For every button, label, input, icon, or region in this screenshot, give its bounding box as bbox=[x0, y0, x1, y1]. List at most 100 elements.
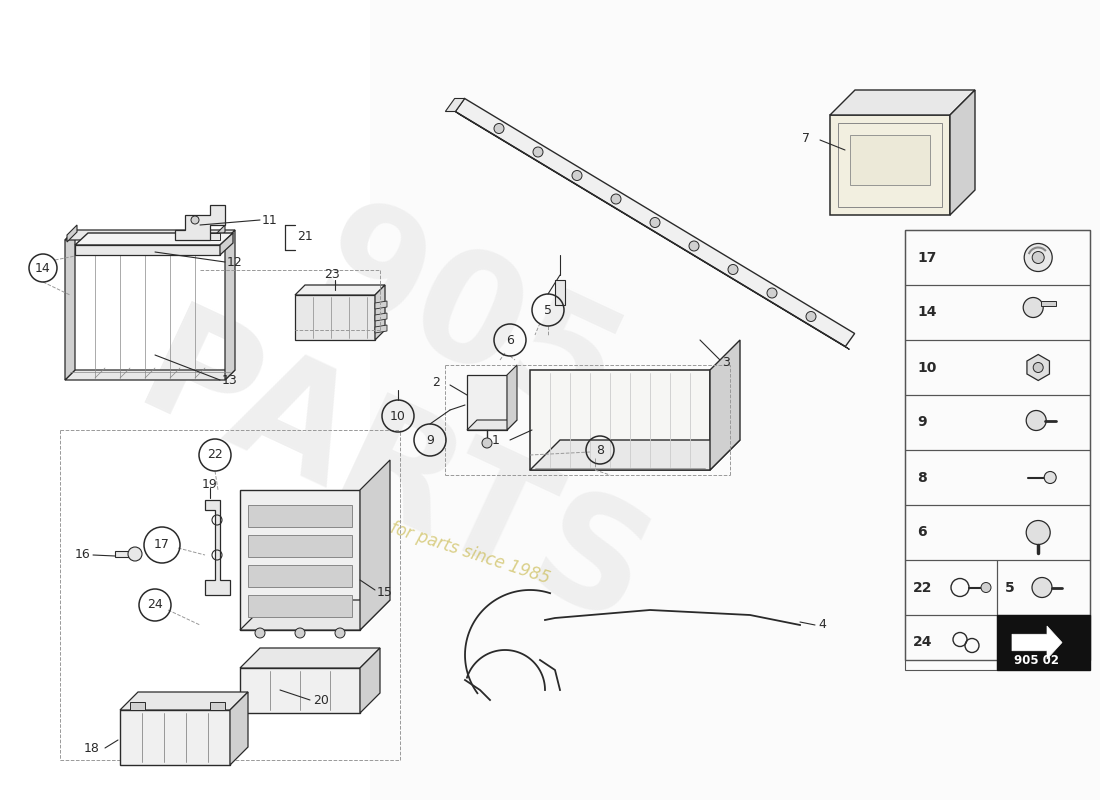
Text: a passion for parts since 1985: a passion for parts since 1985 bbox=[308, 493, 552, 587]
Polygon shape bbox=[214, 225, 225, 242]
Bar bbox=[997, 615, 1090, 670]
Circle shape bbox=[336, 628, 345, 638]
Text: 5: 5 bbox=[1005, 581, 1014, 594]
Text: 24: 24 bbox=[913, 635, 933, 650]
Circle shape bbox=[689, 241, 698, 251]
Bar bbox=[905, 285, 1090, 340]
Text: 7: 7 bbox=[802, 131, 810, 145]
Text: 905 02: 905 02 bbox=[1014, 654, 1059, 666]
Circle shape bbox=[572, 170, 582, 181]
Polygon shape bbox=[295, 285, 385, 295]
Polygon shape bbox=[240, 668, 360, 713]
Polygon shape bbox=[65, 230, 75, 380]
Text: 9: 9 bbox=[426, 434, 433, 446]
Circle shape bbox=[1026, 521, 1050, 545]
Polygon shape bbox=[130, 702, 145, 710]
Polygon shape bbox=[116, 551, 135, 557]
Circle shape bbox=[1032, 251, 1044, 263]
Circle shape bbox=[1026, 410, 1046, 430]
Polygon shape bbox=[830, 90, 975, 115]
Polygon shape bbox=[455, 111, 849, 350]
Text: 13: 13 bbox=[222, 374, 238, 386]
Text: 1: 1 bbox=[492, 434, 500, 446]
Bar bbox=[905, 340, 1090, 395]
Polygon shape bbox=[1027, 354, 1049, 381]
Bar bbox=[248, 565, 352, 587]
Circle shape bbox=[1023, 298, 1043, 318]
Polygon shape bbox=[530, 440, 740, 470]
Circle shape bbox=[534, 147, 543, 157]
Bar bbox=[997, 560, 1090, 615]
Polygon shape bbox=[375, 325, 387, 333]
Text: 905
PARTS: 905 PARTS bbox=[117, 140, 744, 660]
Polygon shape bbox=[226, 230, 235, 380]
Circle shape bbox=[610, 194, 621, 204]
Circle shape bbox=[767, 288, 777, 298]
Polygon shape bbox=[210, 702, 225, 710]
Polygon shape bbox=[710, 340, 740, 470]
Text: 3: 3 bbox=[722, 355, 730, 369]
Polygon shape bbox=[240, 648, 380, 668]
Bar bbox=[248, 505, 352, 527]
Polygon shape bbox=[1042, 301, 1056, 306]
Polygon shape bbox=[240, 600, 390, 630]
Circle shape bbox=[128, 547, 142, 561]
Bar bbox=[905, 230, 1090, 285]
Text: 8: 8 bbox=[596, 443, 604, 457]
Text: 22: 22 bbox=[207, 449, 223, 462]
Text: 22: 22 bbox=[913, 581, 933, 594]
Polygon shape bbox=[295, 295, 375, 340]
Text: 4: 4 bbox=[818, 618, 826, 631]
Text: 18: 18 bbox=[84, 742, 100, 754]
Circle shape bbox=[728, 265, 738, 274]
Text: 9: 9 bbox=[917, 415, 926, 430]
Polygon shape bbox=[360, 648, 379, 713]
Bar bbox=[905, 230, 1090, 660]
Circle shape bbox=[1024, 243, 1053, 271]
Polygon shape bbox=[240, 490, 360, 630]
Text: 10: 10 bbox=[917, 361, 936, 374]
Text: 6: 6 bbox=[917, 526, 926, 539]
Bar bbox=[905, 395, 1090, 450]
Polygon shape bbox=[507, 365, 517, 430]
Polygon shape bbox=[120, 692, 248, 710]
Polygon shape bbox=[65, 370, 235, 380]
Polygon shape bbox=[455, 98, 855, 346]
Polygon shape bbox=[446, 98, 464, 111]
Polygon shape bbox=[830, 115, 950, 215]
Polygon shape bbox=[950, 90, 975, 215]
Bar bbox=[905, 560, 997, 615]
Text: 10: 10 bbox=[390, 410, 406, 422]
Polygon shape bbox=[556, 280, 565, 305]
Polygon shape bbox=[375, 313, 387, 321]
Polygon shape bbox=[65, 230, 235, 240]
Polygon shape bbox=[370, 0, 1100, 800]
Text: 19: 19 bbox=[202, 478, 218, 490]
Polygon shape bbox=[375, 285, 385, 340]
Bar bbox=[905, 450, 1090, 505]
Text: 16: 16 bbox=[75, 549, 90, 562]
Text: 15: 15 bbox=[377, 586, 393, 598]
Circle shape bbox=[650, 218, 660, 227]
Polygon shape bbox=[375, 301, 387, 309]
Text: 21: 21 bbox=[297, 230, 312, 243]
Polygon shape bbox=[468, 375, 507, 430]
Text: 11: 11 bbox=[262, 214, 277, 226]
Bar bbox=[248, 595, 352, 617]
Circle shape bbox=[191, 216, 199, 224]
Bar bbox=[248, 535, 352, 557]
Circle shape bbox=[494, 123, 504, 134]
Polygon shape bbox=[75, 245, 220, 255]
Circle shape bbox=[1032, 578, 1052, 598]
Circle shape bbox=[255, 628, 265, 638]
Polygon shape bbox=[230, 692, 248, 765]
Text: 20: 20 bbox=[314, 694, 329, 706]
Text: 5: 5 bbox=[544, 303, 552, 317]
Polygon shape bbox=[530, 370, 710, 470]
Polygon shape bbox=[1012, 626, 1062, 659]
Text: 12: 12 bbox=[227, 255, 243, 269]
Circle shape bbox=[482, 438, 492, 448]
Text: 2: 2 bbox=[432, 377, 440, 390]
Polygon shape bbox=[220, 233, 233, 255]
Circle shape bbox=[1044, 471, 1056, 483]
